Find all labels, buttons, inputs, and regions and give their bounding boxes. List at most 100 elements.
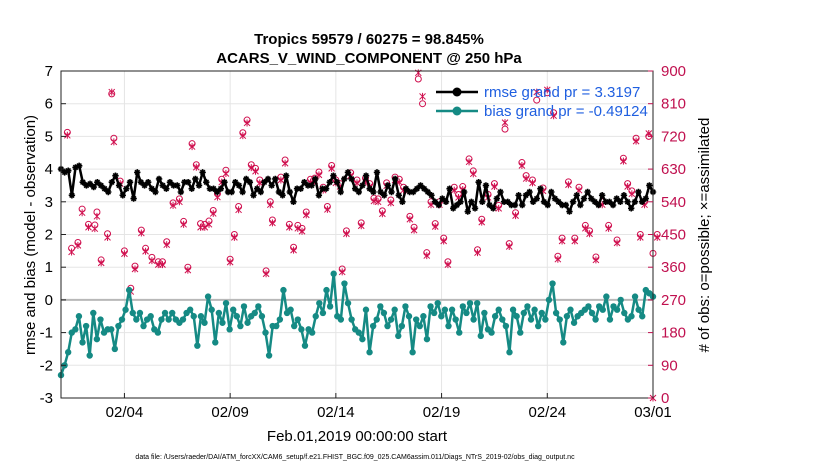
rmse-point (551, 195, 559, 202)
left-axis-label: rmse and bias (model - observation) (22, 115, 39, 355)
rmse-point (83, 182, 90, 189)
obs-assimilated-marker (558, 237, 566, 245)
rmse-point (410, 188, 417, 196)
bias-point (427, 303, 434, 310)
obs-possible-marker (419, 100, 427, 108)
obs-assimilated-marker (97, 259, 105, 267)
rmse-point (90, 183, 97, 191)
rmse-point (537, 185, 544, 192)
obs-assimilated-marker (628, 190, 636, 198)
left-y-axis: -3 -2 -1 0 1 2 3 4 5 6 7 (40, 63, 66, 407)
rmse-point (293, 185, 301, 192)
bias-point (97, 316, 104, 323)
rmse-point (144, 178, 152, 186)
obs-assimilated-marker (328, 164, 335, 172)
obs-assimilated-marker (121, 250, 128, 258)
obs-assimilated-marker (74, 241, 82, 249)
rmse-point (598, 192, 606, 199)
rmse-point (224, 188, 232, 196)
rmse-point (555, 198, 562, 205)
obs-assimilated-marker (581, 224, 589, 232)
rmse-point (217, 185, 225, 192)
obs-assimilated-marker (302, 211, 310, 219)
rmse-point (646, 182, 653, 189)
rmse-point (370, 188, 377, 196)
bias-point (237, 322, 244, 330)
rmse-point (184, 178, 192, 186)
obs-assimilated-marker (474, 249, 481, 257)
obs-assimilated-marker (176, 198, 183, 206)
bias-point (280, 286, 287, 294)
bias-point (459, 303, 467, 310)
rmse-point (471, 205, 479, 212)
rmse-point (257, 188, 264, 196)
right-axis-label: # of obs: o=possible; ×=assimilated (696, 118, 713, 353)
rmse-point (322, 185, 330, 192)
bias-point (473, 299, 481, 307)
rmse-point (519, 201, 526, 209)
obs-possible-marker (414, 75, 422, 83)
rmse-point (246, 178, 254, 186)
bias-point (531, 306, 538, 313)
bias-point (369, 322, 377, 330)
bias-point (563, 313, 571, 320)
rmse-point (174, 182, 181, 189)
obs-assimilated-marker (554, 255, 562, 263)
bias-point (491, 313, 499, 320)
obs-assimilated-marker (252, 167, 259, 175)
bias-point (158, 316, 165, 323)
obs-assimilated-marker (231, 233, 238, 241)
obs-assimilated-marker (431, 223, 439, 231)
bias-point (330, 270, 337, 277)
rmse-point (326, 178, 333, 186)
rmse-point (261, 178, 268, 186)
obs-assimilated-marker (184, 266, 192, 274)
bias-point (179, 316, 187, 323)
rmse-point (515, 192, 522, 199)
obs-assimilated-marker (91, 225, 99, 233)
obs-possible-marker (533, 96, 541, 104)
bias-point (517, 329, 524, 336)
rmse-point (181, 178, 188, 186)
rmse-point (344, 169, 352, 176)
bias-point (520, 309, 528, 317)
bias-point (556, 316, 563, 323)
right-tick-label: 720 (661, 128, 686, 145)
rmse-point (377, 188, 384, 196)
bias-point (631, 293, 639, 300)
bias-point (463, 309, 470, 317)
bias-point (466, 299, 474, 307)
rmse-point (453, 201, 461, 209)
bias-point (438, 313, 445, 320)
obs-assimilated-marker (281, 159, 289, 167)
rmse-point (450, 205, 457, 212)
bias-point (79, 339, 86, 346)
bias-point (301, 342, 309, 349)
rmse-point (457, 198, 464, 205)
obs-assimilated-marker (636, 233, 644, 241)
obs-assimilated-marker (343, 230, 350, 238)
bias-point (434, 299, 441, 307)
x-tick-label: 02/14 (317, 404, 355, 421)
bias-point (233, 313, 241, 320)
left-tick-label: -2 (40, 357, 53, 374)
obs-assimilated-marker (410, 226, 418, 234)
rmse-point (319, 185, 326, 192)
rmse-point (609, 201, 617, 209)
rmse-point (213, 188, 221, 196)
x-axis-label: Feb.01,2019 00:00:00 start (267, 428, 448, 445)
rmse-point (464, 208, 471, 215)
bias-point (255, 303, 262, 310)
rmse-point (424, 188, 432, 196)
right-y-axis: 0 90 180 270 360 450 540 630 720 810 900 (648, 63, 686, 407)
bias-point (545, 296, 553, 304)
left-tick-label: 2 (45, 227, 53, 244)
bias-point (542, 316, 549, 323)
obs-assimilated-marker (93, 212, 101, 220)
obs-assimilated-marker (592, 256, 600, 264)
rmse-point (126, 178, 134, 186)
obs-assimilated-marker (163, 241, 171, 249)
bias-point (359, 335, 366, 343)
rmse-point (504, 198, 511, 205)
